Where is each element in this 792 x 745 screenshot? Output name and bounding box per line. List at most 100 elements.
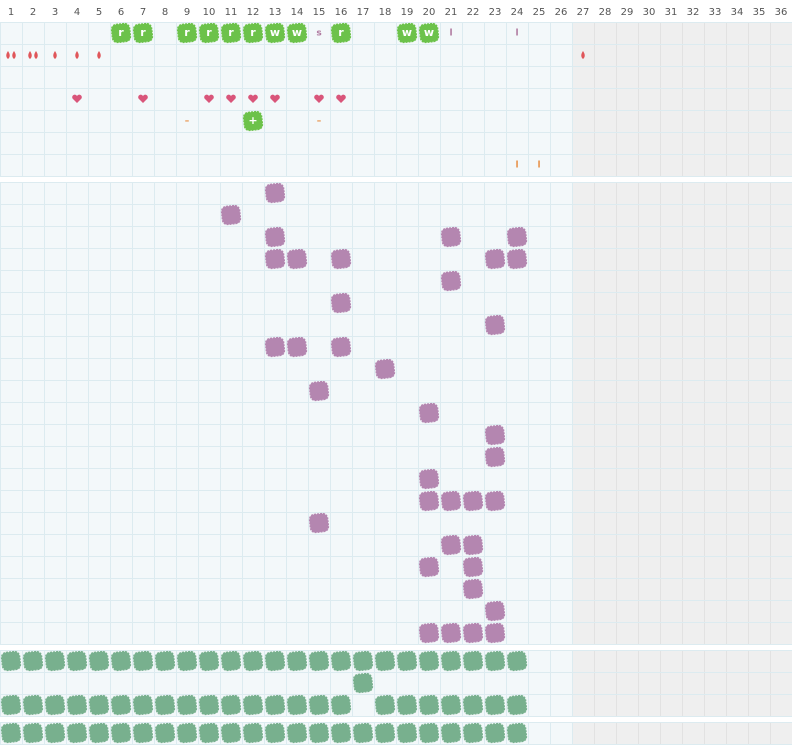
tile-label: r	[338, 26, 344, 39]
cell-column	[44, 182, 66, 644]
blob	[418, 468, 440, 490]
blob	[330, 650, 352, 672]
cell-column	[770, 722, 792, 744]
column-label: 2	[30, 7, 36, 18]
cell-column	[484, 22, 506, 176]
tile-label: r	[228, 26, 234, 39]
heart-icon	[138, 94, 148, 103]
column-label: 31	[665, 7, 678, 18]
blob	[396, 650, 418, 672]
cell-column	[660, 182, 682, 644]
cell-column	[22, 22, 44, 176]
blob	[330, 248, 352, 270]
blob	[418, 650, 440, 672]
column-label: 26	[555, 7, 568, 18]
cell-column	[616, 22, 638, 176]
blob	[308, 694, 330, 716]
blob	[0, 694, 22, 716]
cell-column	[572, 650, 594, 716]
blob	[66, 694, 88, 716]
column-label: 13	[269, 7, 282, 18]
blob	[418, 402, 440, 424]
blob	[22, 722, 44, 744]
drop-icon	[53, 51, 57, 59]
tile-label: r	[206, 26, 212, 39]
blob	[110, 722, 132, 744]
cell-column	[506, 182, 528, 644]
blob	[44, 694, 66, 716]
heart-icon	[336, 94, 346, 103]
cell-column	[440, 22, 462, 176]
column-label: 4	[74, 7, 80, 18]
cell-column	[748, 722, 770, 744]
column-label: 30	[643, 7, 656, 18]
column-label: 33	[709, 7, 722, 18]
blob	[484, 600, 506, 622]
cell-column	[154, 182, 176, 644]
blob	[506, 226, 528, 248]
tile	[242, 110, 264, 132]
column-label: 34	[731, 7, 744, 18]
heart-icon	[226, 94, 236, 103]
column-label: 1	[8, 7, 14, 18]
cell-column	[550, 22, 572, 176]
blob	[462, 650, 484, 672]
cell-column	[572, 722, 594, 744]
blob	[484, 722, 506, 744]
blob	[286, 248, 308, 270]
cell-column	[770, 182, 792, 644]
blob	[66, 650, 88, 672]
tile	[110, 22, 132, 44]
blob	[176, 694, 198, 716]
cell-column	[748, 650, 770, 716]
blob	[506, 248, 528, 270]
cell-column	[286, 182, 308, 644]
cell-label: s	[316, 29, 321, 39]
cell-column	[616, 182, 638, 644]
cell-column	[770, 650, 792, 716]
cell-column	[638, 182, 660, 644]
blob	[0, 650, 22, 672]
cell-column	[682, 722, 704, 744]
column-label: 17	[357, 7, 370, 18]
tile-label: r	[140, 26, 146, 39]
blob	[44, 650, 66, 672]
heart-icon	[204, 94, 214, 103]
cell-column	[748, 182, 770, 644]
blob	[484, 314, 506, 336]
blob	[220, 722, 242, 744]
column-label: 7	[140, 7, 146, 18]
cell-column	[660, 722, 682, 744]
cell-column	[550, 650, 572, 716]
drop-icon	[34, 51, 38, 59]
cell-column	[110, 182, 132, 644]
blob	[418, 694, 440, 716]
blob	[462, 578, 484, 600]
blob	[440, 722, 462, 744]
blob	[462, 534, 484, 556]
blob	[506, 650, 528, 672]
blob	[440, 270, 462, 292]
blob	[484, 622, 506, 644]
tile	[286, 22, 308, 44]
tile	[198, 22, 220, 44]
cell-column	[418, 22, 440, 176]
blob	[462, 622, 484, 644]
blob	[242, 694, 264, 716]
cell-column	[704, 22, 726, 176]
cell-column	[682, 22, 704, 176]
blob	[308, 512, 330, 534]
blob	[132, 722, 154, 744]
blob	[110, 650, 132, 672]
cell-column	[704, 182, 726, 644]
blob	[44, 722, 66, 744]
blob	[198, 650, 220, 672]
tile-label: w	[424, 26, 434, 39]
cell-column	[726, 182, 748, 644]
cell-column	[726, 22, 748, 176]
tile	[242, 22, 264, 44]
blob	[484, 490, 506, 512]
column-label: 32	[687, 7, 700, 18]
column-label: 29	[621, 7, 634, 18]
column-label: 35	[753, 7, 766, 18]
